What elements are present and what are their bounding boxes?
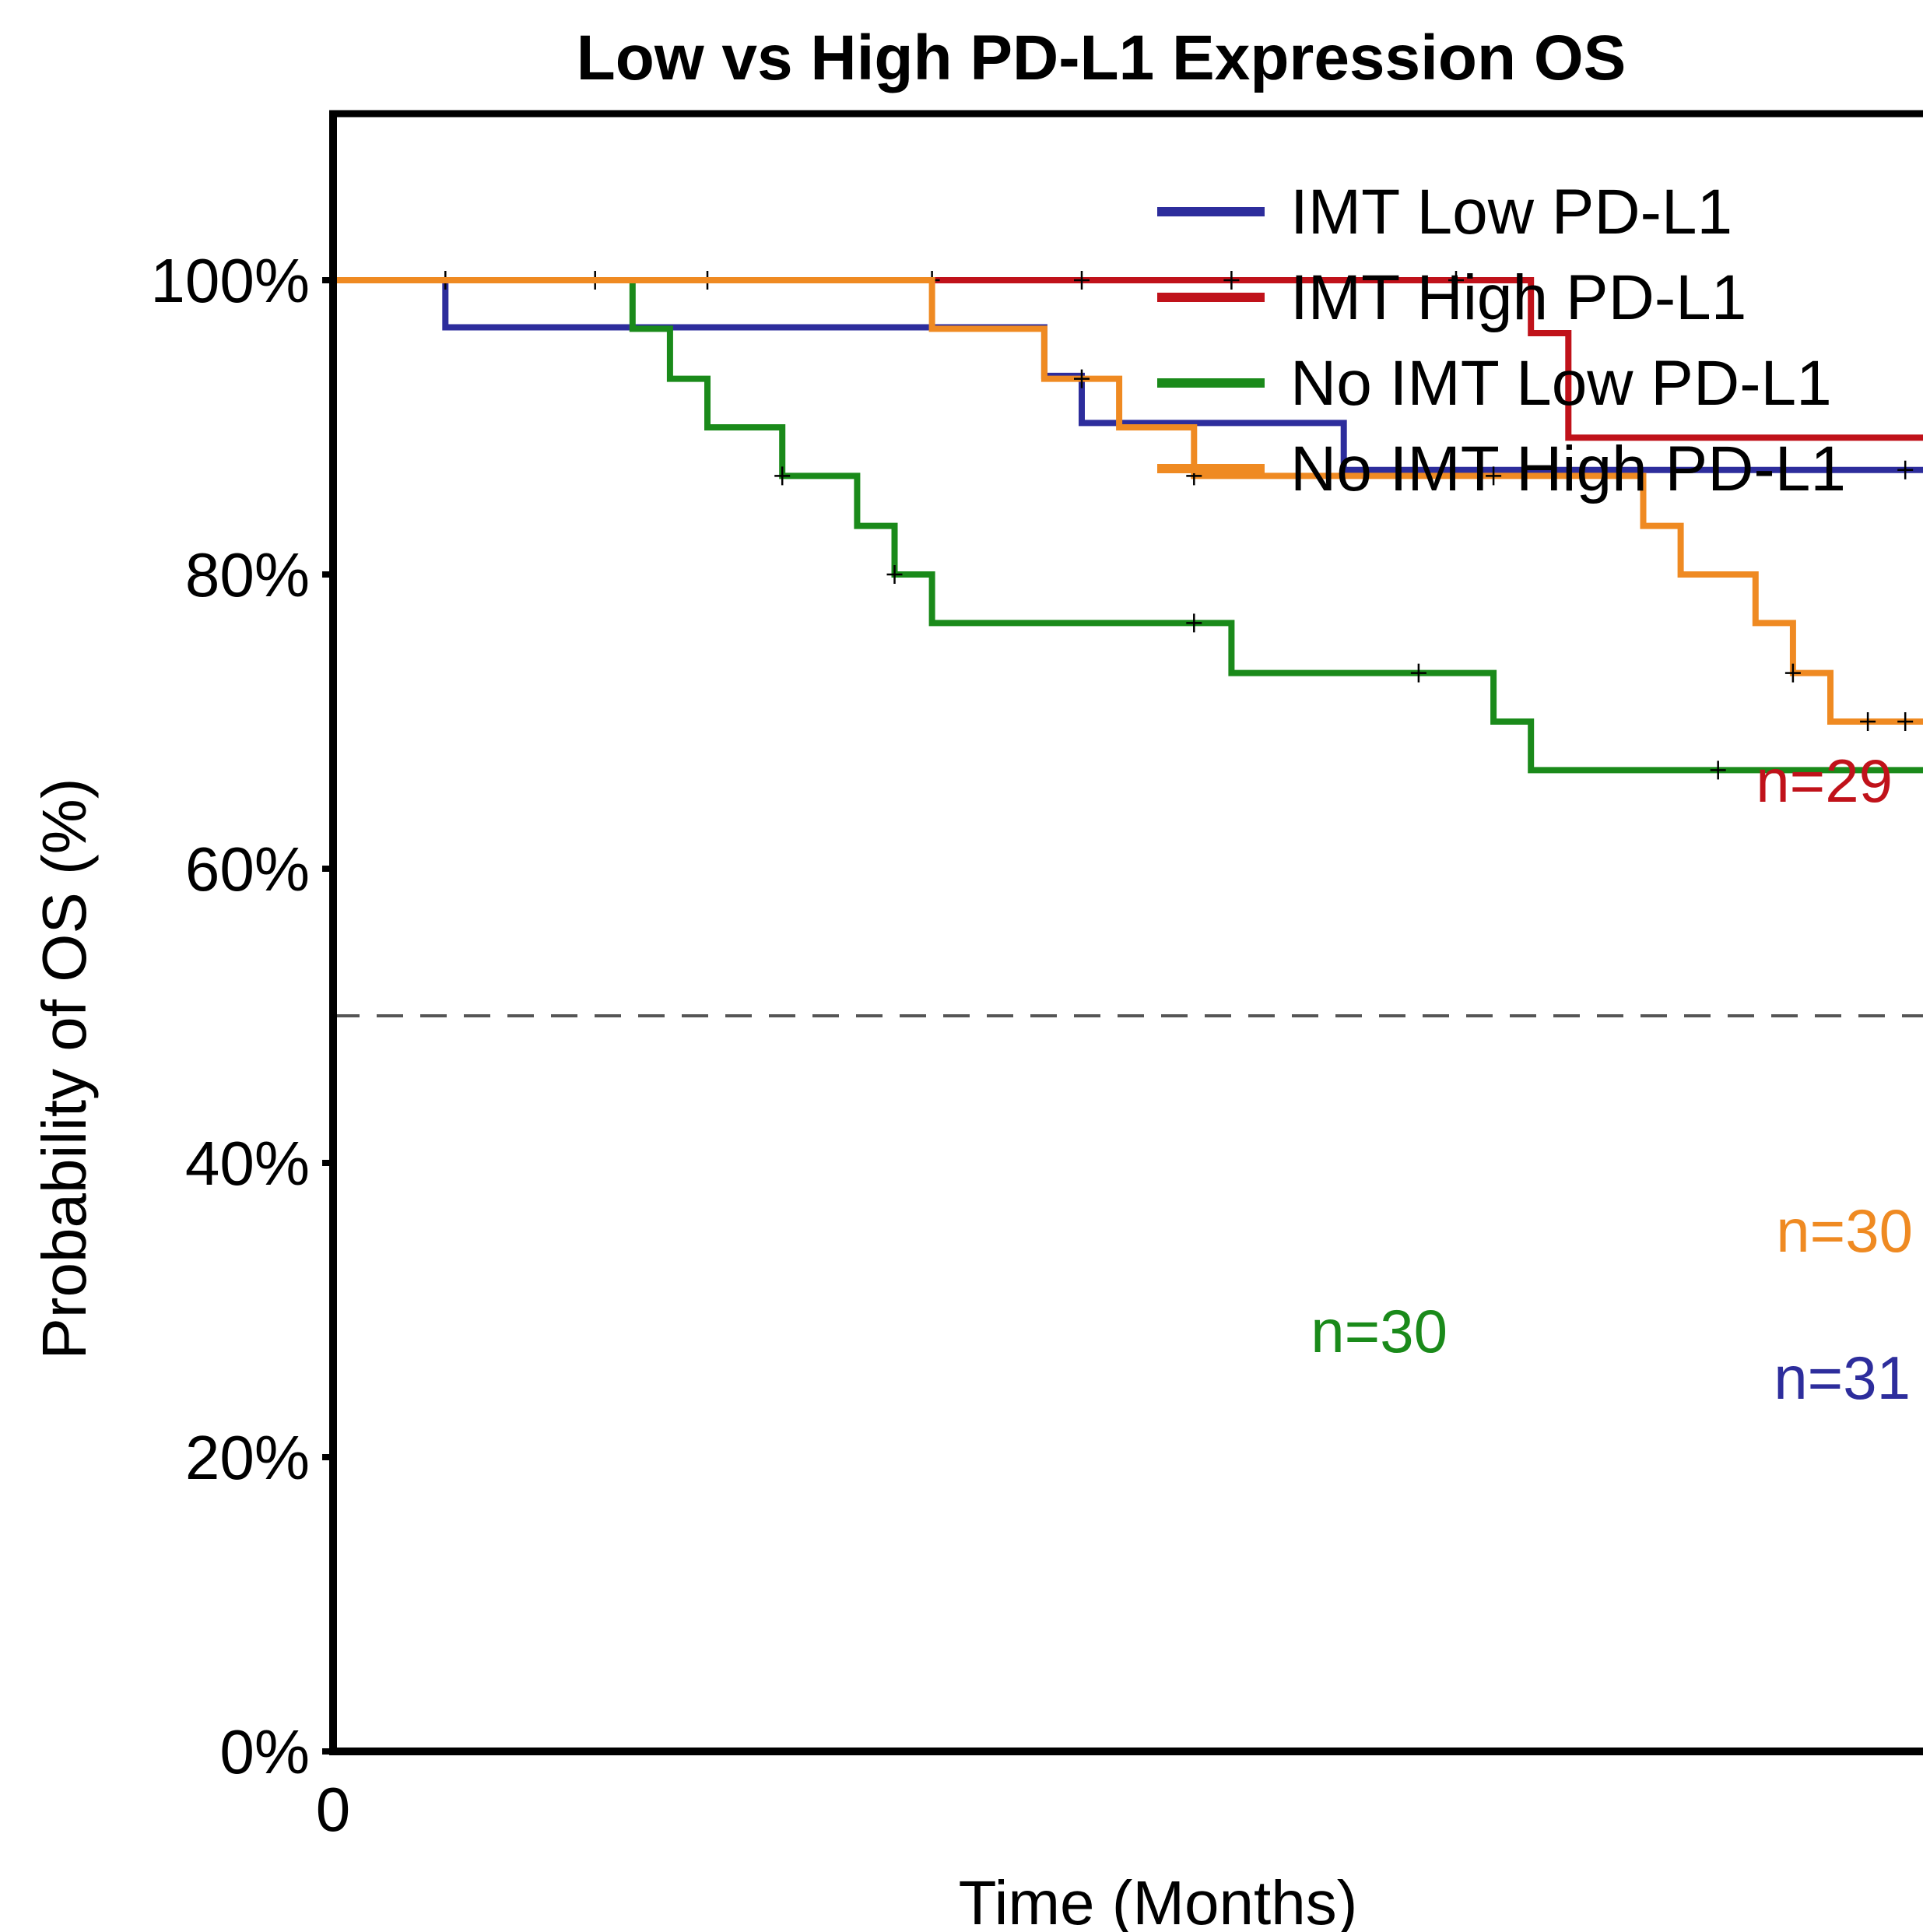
series-line-3 [333,277,1923,725]
censor-mark-3-4 [1860,712,1876,731]
x-axis-ticks: 06121824 [316,1775,351,1844]
censor-mark-0-0 [1897,460,1914,479]
censor-mark-3-0 [1074,369,1090,388]
y-tick-label-4: 80% [185,540,310,609]
legend-label-1: IMT High PD-L1 [1290,262,1746,333]
series-line-1 [333,277,1923,441]
y-axis-label: Probability of OS (%) [30,778,99,1360]
series-line-0 [333,277,1923,473]
legend: IMT Low PD-L1 IMT High PD-L1 No IMT Low PD… [1157,177,1846,504]
censor-mark-2-1 [774,466,791,486]
n-label-2: n=30 [1311,1297,1448,1365]
censor-mark-1-3 [1074,271,1090,290]
chart-title: Low vs High PD-L1 Expression OS [577,23,1626,93]
y-tick-label-3: 60% [185,834,310,904]
plot-area [329,110,1923,1755]
y-tick-label-1: 20% [185,1423,310,1492]
y-tick-label-5: 100% [150,246,310,315]
y-tick-label-0: 0% [219,1717,310,1786]
legend-label-3: No IMT High PD-L1 [1290,434,1846,504]
censor-mark-2-5 [1710,761,1726,780]
x-axis-label: Time (Months) [959,1868,1358,1932]
x-tick-label-0: 0 [316,1775,351,1844]
censor-mark-2-4 [1410,663,1426,683]
legend-label-0: IMT Low PD-L1 [1290,177,1732,248]
censor-mark-3-2 [1486,466,1502,486]
n-label-3: n=30 [1776,1196,1913,1265]
n-label-1: n=29 [1756,746,1893,815]
censor-mark-2-2 [886,565,903,584]
n-labels: n=31 n=29 n=30 n=30 [1311,746,1913,1412]
censor-mark-1-4 [1223,271,1240,290]
censor-mark-3-5 [1897,712,1914,731]
censor-mark-1-5 [1448,271,1464,290]
censor-mark-3-3 [1784,663,1801,683]
series-line-2 [333,277,1923,774]
censor-mark-2-3 [1186,613,1202,633]
y-axis-ticks: 0% 20% 40% 60% 80% 100% [150,246,333,1786]
legend-label-2: No IMT Low PD-L1 [1290,348,1832,419]
n-label-0: n=31 [1774,1344,1911,1412]
y-tick-label-2: 40% [185,1129,310,1198]
